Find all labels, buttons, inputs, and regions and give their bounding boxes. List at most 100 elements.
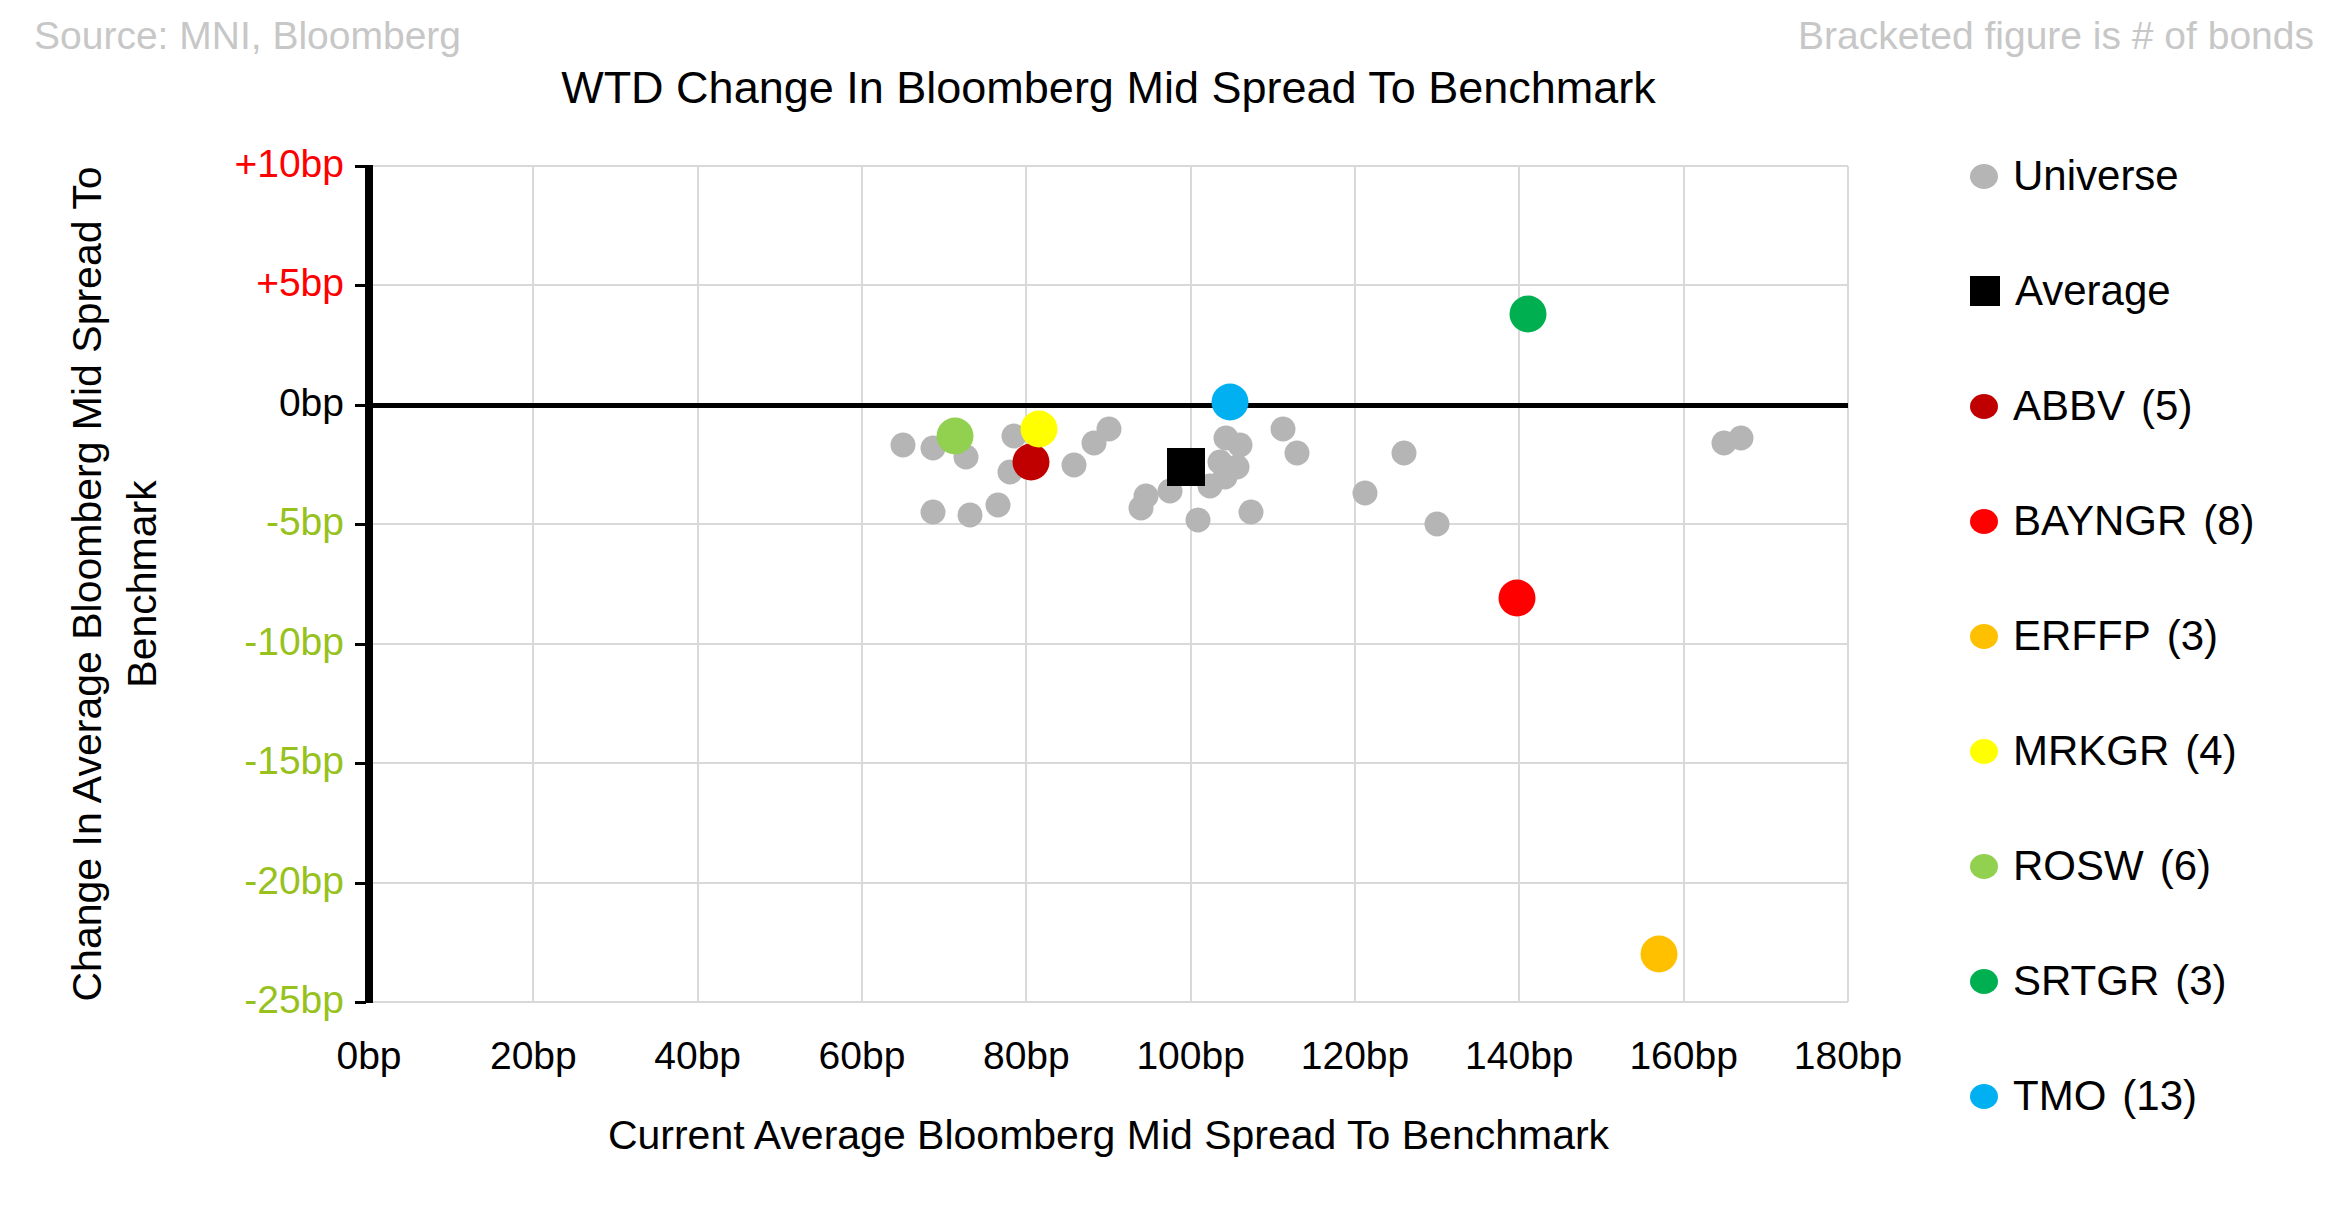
rosw-point xyxy=(936,417,973,454)
gridline-horizontal xyxy=(369,643,1848,645)
legend-label: Universe xyxy=(2013,152,2179,200)
x-tick-label: 100bp xyxy=(1136,1034,1244,1078)
gridline-vertical xyxy=(1354,166,1356,1002)
x-tick-label: 80bp xyxy=(983,1034,1070,1078)
y-axis-tick-mark xyxy=(355,643,366,646)
legend-count: (6) xyxy=(2160,842,2211,890)
legend-count: (4) xyxy=(2185,727,2236,775)
legend-item-tmo: TMO(13) xyxy=(1970,1072,2197,1120)
source-note: Source: MNI, Bloomberg xyxy=(34,14,461,58)
gridline-horizontal xyxy=(369,1001,1848,1003)
legend-dot-icon xyxy=(1970,739,1998,764)
gridline-vertical xyxy=(697,166,699,1002)
gridline-horizontal xyxy=(369,284,1848,286)
erffp-point xyxy=(1641,936,1678,973)
x-axis-title: Current Average Bloomberg Mid Spread To … xyxy=(369,1112,1848,1159)
plot-area xyxy=(369,166,1848,1002)
x-tick-label: 60bp xyxy=(819,1034,906,1078)
universe-point xyxy=(1186,507,1211,532)
gridline-vertical xyxy=(1190,166,1192,1002)
universe-point xyxy=(1270,416,1295,441)
gridline-horizontal xyxy=(369,762,1848,764)
universe-point xyxy=(958,502,983,527)
y-axis-tick-mark xyxy=(355,523,366,526)
bayngr-point xyxy=(1498,580,1535,617)
legend-dot-icon xyxy=(1970,164,1998,189)
x-tick-label: 20bp xyxy=(490,1034,577,1078)
x-tick-label: 120bp xyxy=(1301,1034,1409,1078)
x-tick-label: 160bp xyxy=(1629,1034,1737,1078)
universe-point xyxy=(1129,495,1154,520)
y-tick-label: 0bp xyxy=(164,381,344,425)
universe-point xyxy=(1352,481,1377,506)
universe-point xyxy=(1285,440,1310,465)
legend-dot-icon xyxy=(1970,854,1998,879)
universe-point xyxy=(1425,512,1450,537)
average-point xyxy=(1167,448,1205,486)
legend-count: (13) xyxy=(2122,1072,2197,1120)
legend-label: SRTGR xyxy=(2013,957,2159,1005)
universe-point xyxy=(1061,452,1086,477)
x-tick-label: 180bp xyxy=(1794,1034,1902,1078)
legend-dot-icon xyxy=(1970,624,1998,649)
legend-item-bayngr: BAYNGR (8) xyxy=(1970,497,2255,545)
y-axis-title: Change In Average Bloomberg Mid Spread T… xyxy=(60,84,172,1084)
universe-point xyxy=(1224,454,1249,479)
legend-item-universe: Universe xyxy=(1970,152,2179,200)
legend-count: (3) xyxy=(2167,612,2218,660)
gridline-vertical xyxy=(1025,166,1027,1002)
gridline-vertical xyxy=(1847,166,1849,1002)
universe-point xyxy=(1227,433,1252,458)
legend-label: ERFFP xyxy=(2013,612,2151,660)
y-axis-tick-mark xyxy=(355,762,366,765)
y-axis-title-line1: Change In Average Bloomberg Mid Spread T… xyxy=(60,84,115,1084)
legend-item-mrkgr: MRKGR(4) xyxy=(1970,727,2237,775)
legend-label: BAYNGR xyxy=(2013,497,2187,545)
bracket-note: Bracketed figure is # of bonds xyxy=(1798,14,2314,58)
universe-point xyxy=(1392,440,1417,465)
legend-item-erffp: ERFFP (3) xyxy=(1970,612,2218,660)
legend-count: (5) xyxy=(2141,382,2192,430)
gridline-vertical xyxy=(861,166,863,1002)
gridline-vertical xyxy=(532,166,534,1002)
y-axis-tick-mark xyxy=(355,165,366,168)
gridline-vertical xyxy=(1683,166,1685,1002)
universe-point xyxy=(1239,500,1264,525)
srtgr-point xyxy=(1509,296,1546,333)
y-tick-label: -10bp xyxy=(164,620,344,664)
chart-title: WTD Change In Bloomberg Mid Spread To Be… xyxy=(369,62,1848,114)
gridline-horizontal xyxy=(369,165,1848,167)
legend-dot-icon xyxy=(1970,969,1998,994)
gridline-horizontal xyxy=(369,523,1848,525)
legend-item-srtgr: SRTGR (3) xyxy=(1970,957,2227,1005)
chart-screenshot: Source: MNI, Bloomberg Bracketed figure … xyxy=(0,0,2326,1219)
legend-count: (8) xyxy=(2203,497,2254,545)
legend-item-abbv: ABBV(5) xyxy=(1970,382,2192,430)
y-axis-tick-mark xyxy=(355,882,366,885)
legend-item-rosw: ROSW (6) xyxy=(1970,842,2211,890)
legend-label: Average xyxy=(2015,267,2171,315)
legend-count: (3) xyxy=(2175,957,2226,1005)
y-tick-label: -5bp xyxy=(164,501,344,545)
y-axis-tick-mark xyxy=(355,1001,366,1004)
universe-point xyxy=(1096,416,1121,441)
y-tick-label: -15bp xyxy=(164,739,344,783)
y-tick-label: +5bp xyxy=(164,262,344,306)
x-tick-label: 40bp xyxy=(654,1034,741,1078)
y-tick-label: +10bp xyxy=(164,142,344,186)
zero-baseline xyxy=(369,403,1848,408)
legend-label: ROSW xyxy=(2013,842,2144,890)
universe-point xyxy=(986,493,1011,518)
y-tick-label: -20bp xyxy=(164,859,344,903)
universe-point xyxy=(1729,426,1754,451)
legend-dot-icon xyxy=(1970,394,1998,419)
legend-dot-icon xyxy=(1970,509,1998,534)
x-tick-label: 140bp xyxy=(1465,1034,1573,1078)
y-axis-title-line2: Benchmark xyxy=(115,84,170,1084)
y-tick-label: -25bp xyxy=(164,978,344,1022)
y-axis-line xyxy=(365,165,373,1003)
mrkgr-point xyxy=(1020,410,1057,447)
y-axis-tick-mark xyxy=(355,404,366,407)
legend-item-average: Average xyxy=(1970,267,2171,315)
universe-point xyxy=(891,433,916,458)
